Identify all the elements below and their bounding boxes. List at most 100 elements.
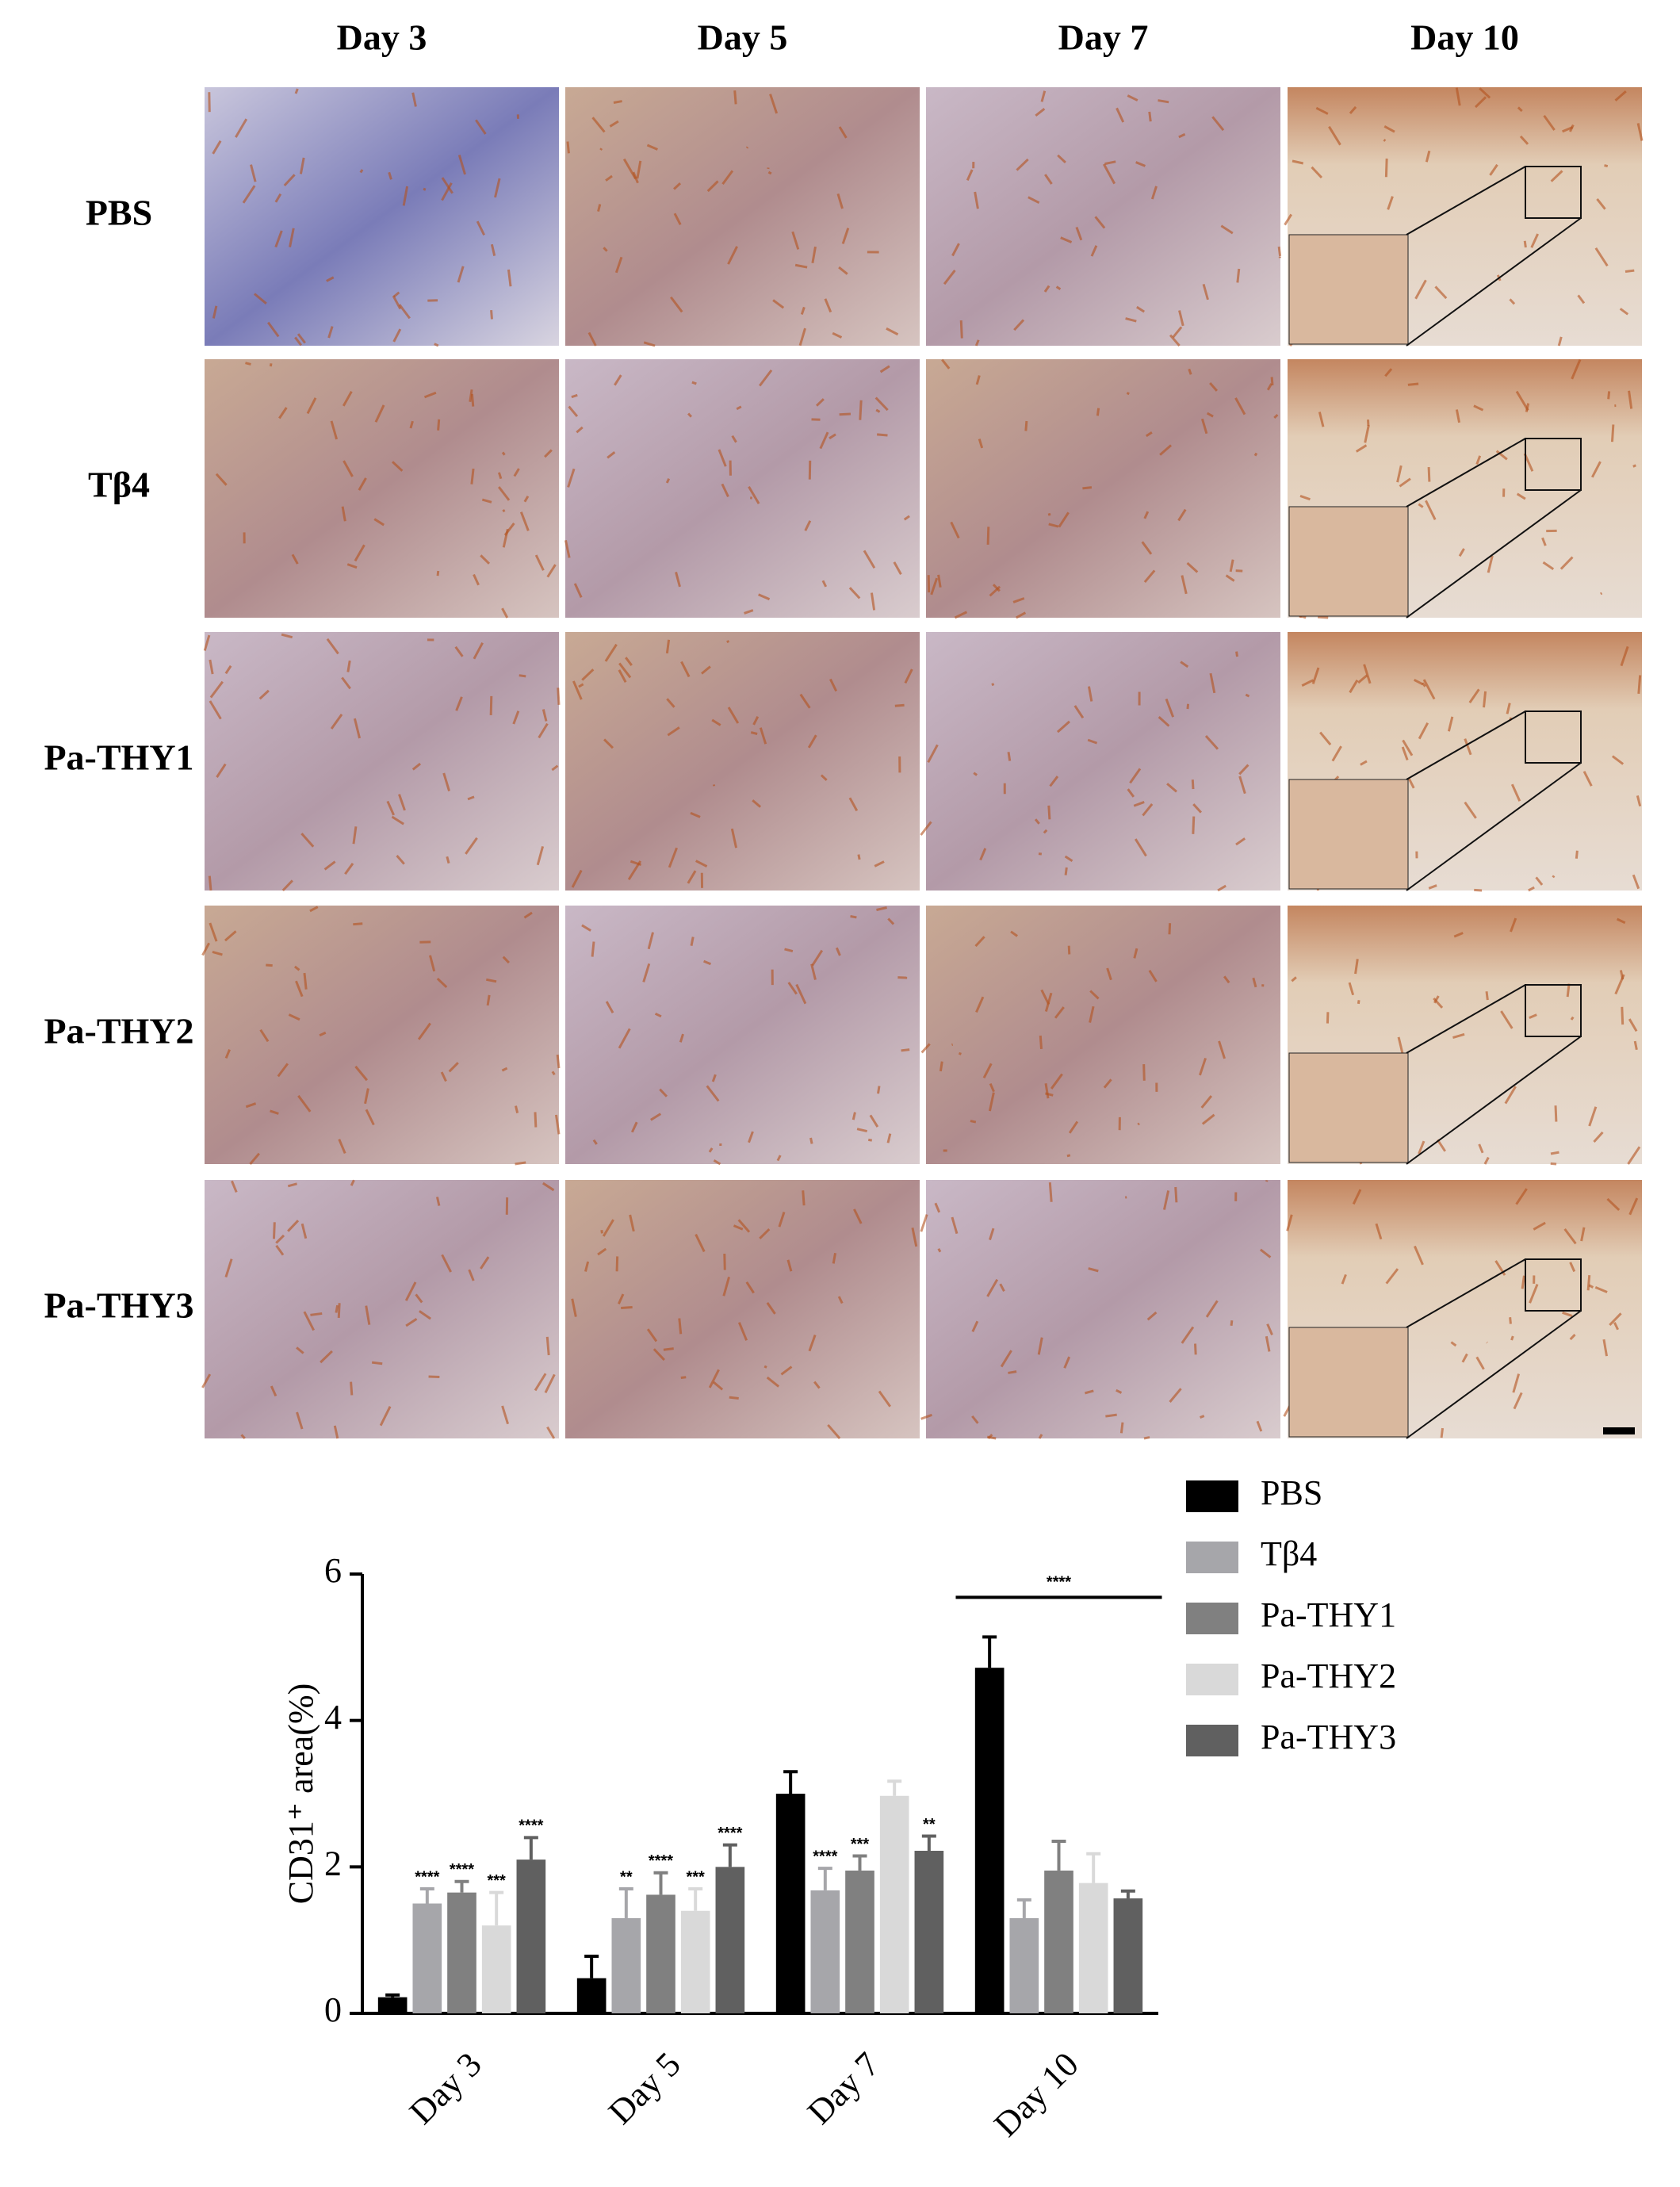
vessel (1375, 1223, 1383, 1240)
significance: *** (686, 1868, 705, 1886)
vessel (778, 1212, 786, 1228)
vessel (712, 1381, 724, 1391)
y-tick-label: 0 (324, 1990, 342, 2029)
vessel (988, 1092, 995, 1112)
vessel (836, 193, 844, 209)
vessel (571, 1298, 577, 1317)
legend-swatch (1186, 1480, 1238, 1512)
vessel (293, 965, 300, 971)
vessel (939, 1061, 943, 1072)
vessel (346, 660, 351, 672)
vessel (240, 1434, 246, 1440)
vessel (987, 1434, 993, 1440)
vessel (1396, 465, 1403, 483)
vessel (1566, 983, 1571, 998)
vessel (970, 1120, 977, 1124)
vessel (1265, 1335, 1271, 1352)
vessel (894, 703, 905, 707)
vessel (920, 1043, 931, 1054)
vessel (659, 1088, 668, 1097)
vessel (780, 1365, 793, 1376)
inset (1288, 506, 1409, 617)
vessel (708, 1147, 714, 1153)
vessel (467, 795, 475, 801)
vessel (545, 1336, 550, 1356)
vessel (354, 1065, 368, 1082)
vessel (502, 509, 506, 513)
vessel (703, 959, 712, 966)
vessel (1116, 1388, 1123, 1394)
zoom-line (1406, 762, 1582, 891)
vessel (1058, 511, 1070, 528)
vessel (441, 177, 453, 194)
vessel (1349, 105, 1357, 114)
vessel (1055, 285, 1062, 290)
vessel (1384, 368, 1393, 377)
vessel (534, 1373, 547, 1392)
vessel (1632, 874, 1640, 890)
zoom-line (1406, 1258, 1526, 1328)
vessel (821, 580, 828, 588)
vessel (270, 1109, 279, 1115)
vessel (335, 1304, 339, 1313)
vessel (1066, 1154, 1071, 1158)
vessel (489, 695, 493, 716)
vessel (442, 772, 451, 791)
vessel (711, 1074, 717, 1082)
vessel (224, 1048, 231, 1059)
vessel (748, 1131, 754, 1143)
vessel (934, 1202, 941, 1213)
vessel (567, 468, 576, 488)
y-tick-label: 4 (324, 1698, 342, 1737)
vessel (1292, 159, 1304, 165)
vessel (1610, 424, 1615, 442)
vessel (1177, 508, 1187, 522)
vessel (851, 1112, 856, 1120)
vessel (1145, 431, 1153, 438)
vessel (1521, 1275, 1525, 1289)
vessel (1413, 678, 1424, 686)
legend-label: Tβ4 (1261, 1534, 1317, 1573)
vessel (1402, 739, 1414, 756)
vessel (1557, 336, 1563, 347)
vessel (646, 144, 658, 151)
vessel (614, 256, 623, 274)
vessel (950, 521, 960, 539)
vessel (253, 293, 267, 304)
vessel (1158, 99, 1169, 104)
row-label: Pa-THY1 (44, 737, 193, 778)
vessel (605, 1001, 614, 1013)
vessel (1613, 1322, 1620, 1331)
vessel (1096, 408, 1100, 416)
vessel (591, 117, 606, 133)
vessel (937, 574, 942, 588)
vessel (1478, 1143, 1484, 1154)
zoom-box (1525, 1258, 1582, 1312)
vessel (1570, 1016, 1575, 1021)
vessel (1434, 285, 1448, 300)
vessel (1209, 672, 1216, 694)
vessel (974, 339, 980, 347)
vessel (1125, 317, 1137, 323)
vessel (353, 922, 363, 926)
vessel (584, 1261, 590, 1272)
vessel (838, 266, 848, 275)
vessel (733, 90, 737, 105)
vessel (941, 358, 951, 370)
vessel (650, 1113, 662, 1121)
vessel (807, 734, 817, 749)
vessel (729, 1396, 739, 1400)
vessel (1364, 424, 1370, 443)
vessel (824, 298, 832, 313)
vessel (1468, 688, 1480, 704)
vessel (1116, 107, 1125, 123)
vessel (1180, 661, 1189, 668)
vessel (333, 1425, 339, 1439)
vessel (646, 1328, 658, 1342)
vessel (1075, 227, 1083, 241)
vessel (1474, 888, 1483, 892)
vessel (1311, 667, 1320, 684)
vessel (1543, 114, 1556, 131)
vessel (763, 1365, 767, 1369)
vessel (1217, 884, 1227, 892)
